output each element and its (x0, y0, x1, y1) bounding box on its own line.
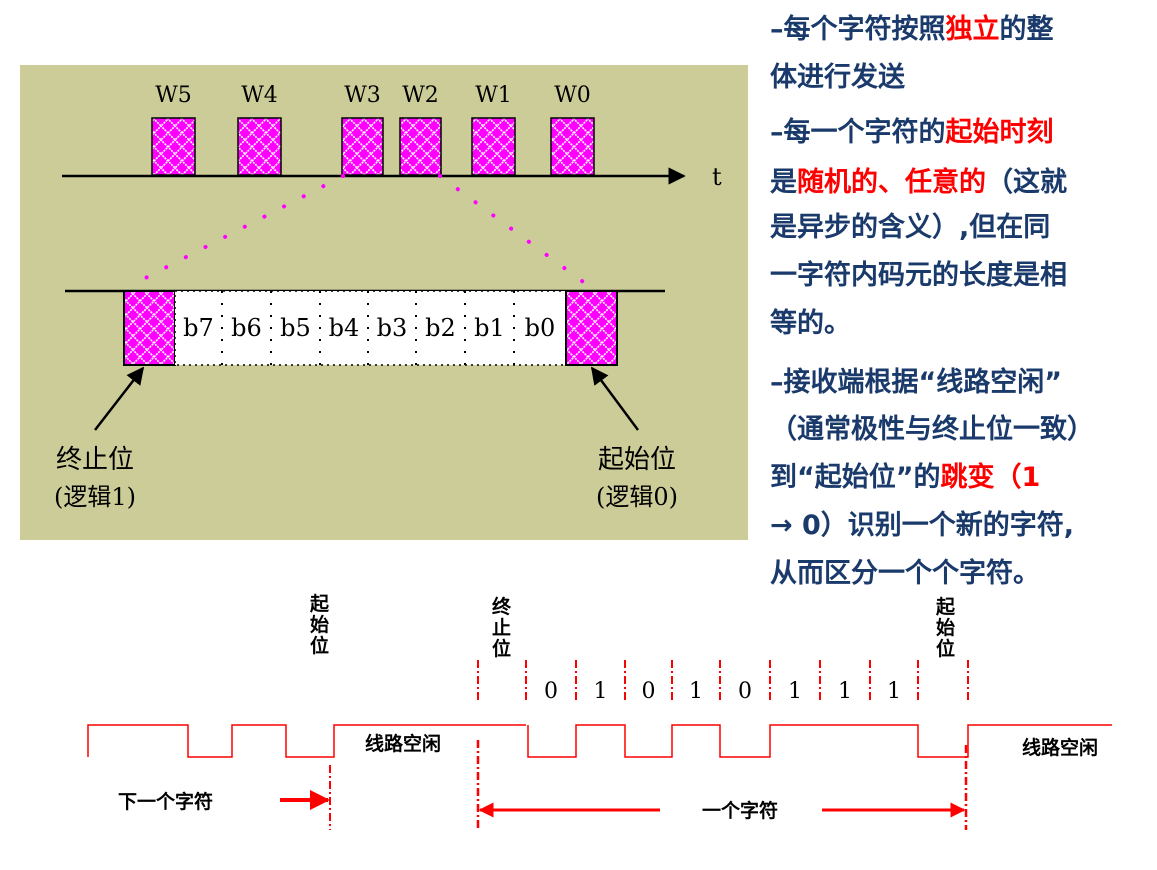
text: 到“起始位”的 (770, 462, 941, 493)
start-bit-label: 起始位 (598, 445, 676, 475)
stop-bit-wave-label: 终止位 (489, 595, 511, 659)
data-bits-box (174, 290, 567, 366)
highlight: 随机的、任意的 (797, 167, 986, 198)
word-block (550, 117, 595, 176)
note-3-line-1: –接收端根据“线路空闲” (770, 367, 1062, 398)
bit-value: 1 (594, 679, 608, 704)
bit-label: b0 (525, 314, 556, 342)
word-label: W5 (155, 83, 192, 108)
note-3-line-2: （通常极性与终止位一致） (770, 414, 1094, 445)
highlight: （1 (994, 462, 1041, 493)
note-2-line-3: 是异步的含义）,但在同 (770, 212, 1051, 243)
bit-label: b2 (425, 314, 456, 342)
bit-label: b1 (474, 314, 505, 342)
highlight: 独立 (945, 14, 1000, 45)
bit-label: b3 (377, 314, 408, 342)
highlight: 跳变 (940, 462, 995, 493)
word-block (341, 117, 384, 176)
time-axis-label: t (712, 163, 722, 191)
bit-label: b6 (231, 314, 262, 342)
text: –每个字符按照 (770, 14, 946, 45)
note-3-line-5: 从而区分一个个字符。 (770, 558, 1040, 589)
note-3-line-4: → 0）识别一个新的字符, (770, 510, 1075, 541)
note-2-line-2: 是随机的、任意的（这就 (770, 168, 1067, 198)
bit-value: 0 (642, 679, 656, 704)
bit-value: 0 (544, 679, 558, 704)
note-2-line-1: –每一个字符的起始时刻 (770, 118, 1054, 148)
word-block (151, 117, 196, 176)
bit-label: b7 (183, 314, 214, 342)
note-3-line-3: 到“起始位”的跳变（1 (770, 463, 1040, 493)
stop-bit-block (123, 290, 176, 366)
next-char-label: 下一个字符 (118, 790, 213, 813)
stop-bit-arrow (94, 366, 145, 431)
idle-label-left: 线路空闲 (365, 732, 441, 755)
stop-bit-logic: (逻辑1) (54, 483, 136, 511)
text: –每一个字符的 (770, 117, 946, 148)
text: （这就 (986, 167, 1067, 198)
start-bit-block (565, 290, 618, 366)
async-frame-diagram: t W5 W4 W3 W2 W1 W0 b7 b6 b5 b4 b3 b2 b1 b0 终止位 (逻辑1… (20, 65, 748, 540)
word-label: W0 (554, 83, 591, 108)
word-label: W1 (475, 83, 512, 108)
signal-waveform (87, 724, 1112, 758)
word-label: W4 (241, 83, 278, 108)
highlight: 起始时刻 (945, 117, 1054, 148)
idle-label-right: 线路空闲 (1022, 736, 1098, 759)
word-label: W3 (344, 83, 381, 108)
one-char-label: 一个字符 (702, 799, 778, 822)
note-2-line-5: 等的。 (770, 308, 851, 339)
note-1-line-2: 体进行发送 (770, 62, 905, 93)
bit-label: b4 (329, 314, 360, 342)
start-bit-logic: (逻辑0) (596, 483, 678, 511)
start-bit-left-label: 起始位 (307, 593, 330, 656)
bit-value: 0 (738, 679, 752, 704)
word-block (471, 117, 516, 176)
bit-value: 1 (838, 679, 852, 704)
zoom-guide-right (438, 174, 592, 289)
note-1-line-1: –每个字符按照独立的整 (770, 15, 1054, 45)
start-bit-right-label: 起始位 (933, 596, 956, 659)
bit-value: 1 (887, 679, 901, 704)
note-2-line-4: 一字符内码元的长度是相 (770, 260, 1067, 291)
waveform-diagram: 0 1 0 1 0 1 1 1 起始位 终止位 起始位 线路空闲 线路空闲 下一个字符 一个字符 (87, 593, 1112, 830)
word-block (237, 117, 282, 176)
text: 的整 (999, 14, 1054, 45)
word-label: W2 (402, 83, 439, 108)
text: 是 (770, 167, 797, 198)
bit-label: b5 (280, 314, 311, 342)
bit-value: 1 (689, 679, 703, 704)
start-bit-arrow (590, 366, 640, 431)
word-block (399, 117, 442, 176)
bit-value: 1 (788, 679, 802, 704)
stop-bit-label: 终止位 (56, 445, 134, 475)
